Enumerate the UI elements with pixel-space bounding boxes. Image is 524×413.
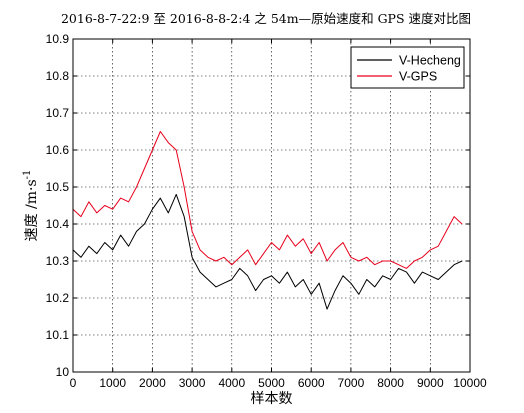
series-line-v-gps (72, 131, 463, 269)
plot-frame (72, 38, 471, 373)
y-tick-label: 10.2 (46, 291, 70, 305)
x-tick-label: 2000 (139, 376, 166, 390)
x-tick-label: 9000 (417, 376, 444, 390)
x-tick-label: 8000 (377, 376, 404, 390)
x-tick-label: 10000 (453, 376, 487, 390)
series-layer (72, 131, 463, 310)
y-tick-label: 10.3 (46, 254, 70, 268)
y-axis-label-text: 速度 /m·s (24, 179, 40, 241)
legend-label-v-hecheng: V-Hecheng (399, 54, 461, 68)
y-tick-label: 10.5 (46, 180, 70, 194)
legend: V-Hecheng V-GPS (350, 46, 465, 89)
tick-marks (72, 38, 471, 373)
y-tick-label: 10.8 (46, 69, 70, 83)
y-axis-label: 速度 /m·s-1 (22, 170, 40, 242)
x-tick-label: 3000 (179, 376, 206, 390)
series-line-v-hecheng (72, 193, 463, 310)
chart-title: 2016-8-7-22:9 至 2016-8-8-2:4 之 54m—原始速度和… (61, 11, 471, 26)
y-tick-label: 10.1 (46, 328, 70, 342)
x-tick-labels: 0 1000 2000 3000 4000 5000 6000 7000 8000 9000 100… (70, 376, 487, 390)
y-tick-label: 10.7 (46, 106, 70, 120)
grid (73, 39, 470, 372)
legend-box (350, 46, 465, 89)
x-axis-label: 样本数 (251, 391, 293, 407)
y-tick-label: 10.4 (46, 217, 70, 231)
legend-label-v-gps: V-GPS (399, 70, 437, 84)
y-tick-label: 10.6 (46, 143, 70, 157)
y-axis-label-exponent: -1 (22, 170, 33, 180)
x-tick-label: 5000 (258, 376, 285, 390)
y-tick-label: 10 (56, 365, 70, 379)
x-tick-label: 4000 (218, 376, 245, 390)
x-tick-label: 6000 (298, 376, 325, 390)
y-tick-label: 10.9 (46, 32, 70, 46)
x-tick-label: 7000 (338, 376, 365, 390)
x-tick-label: 1000 (99, 376, 126, 390)
y-tick-labels: 10 10.1 10.2 10.3 10.4 10.5 10.6 10.7 10.8 10.9 (46, 32, 70, 379)
x-tick-label: 0 (70, 376, 77, 390)
